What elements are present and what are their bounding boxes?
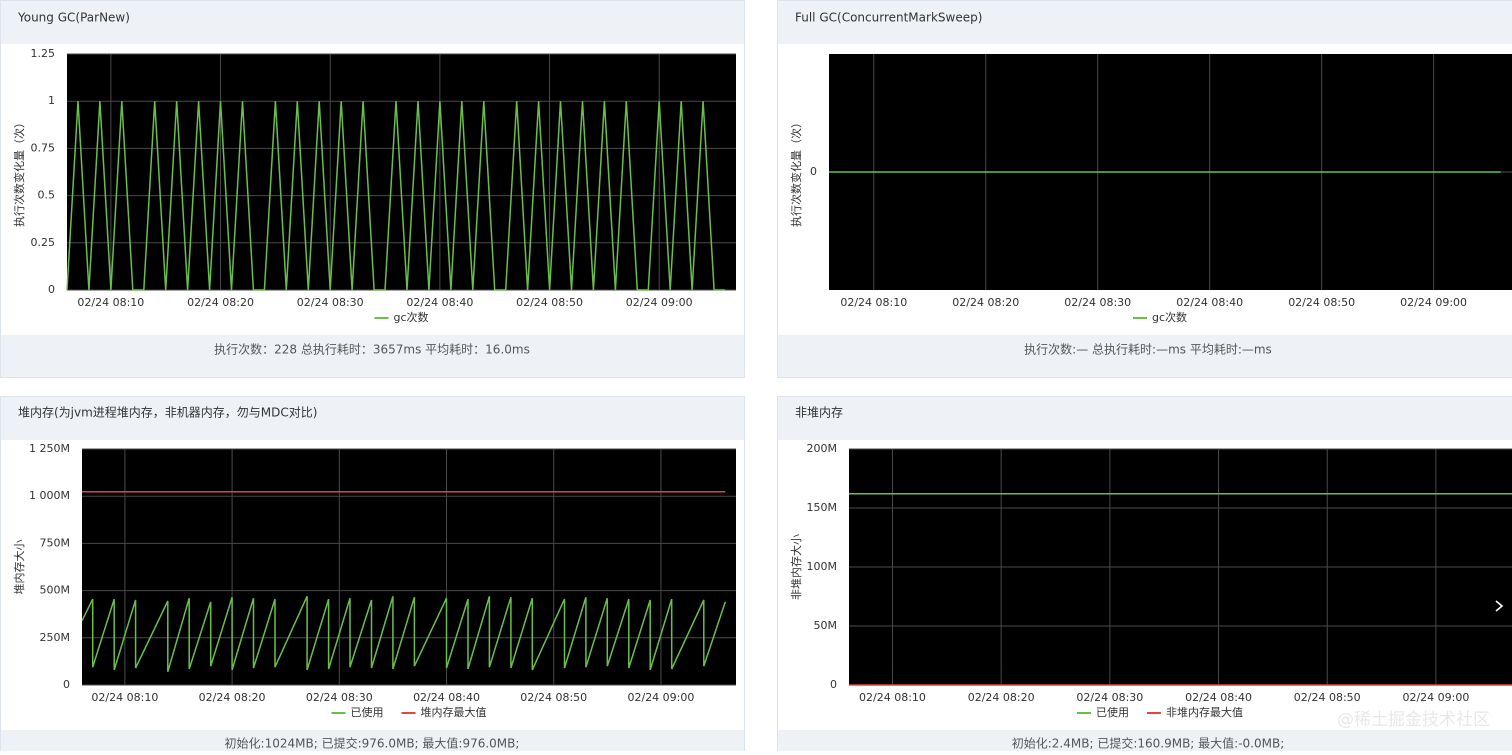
x-tick-label: 02/24 08:10	[840, 296, 907, 309]
watermark: @稀土掘金技术社区	[1337, 710, 1490, 730]
y-tick-label: 0	[830, 678, 837, 691]
y-axis-label: 执行次数变化量（次）	[12, 117, 26, 227]
y-tick-label: 1	[48, 94, 55, 107]
legend-label: 已使用	[351, 706, 384, 719]
x-tick-label: 02/24 08:20	[199, 691, 266, 704]
y-tick-label: 0	[48, 283, 55, 296]
legend-label: 已使用	[1096, 706, 1129, 719]
panel-title: 堆内存(为jvm进程堆内存，非机器内存，勿与MDC对比)	[18, 405, 317, 420]
y-tick-label: 500M	[40, 584, 71, 597]
y-tick-label: 100M	[807, 560, 838, 573]
y-tick-label: 250M	[40, 631, 71, 644]
x-tick-label: 02/24 09:00	[627, 691, 694, 704]
x-tick-label: 02/24 08:40	[413, 691, 480, 704]
x-tick-label: 02/24 08:40	[1176, 296, 1243, 309]
x-tick-label: 02/24 08:20	[952, 296, 1019, 309]
x-tick-label: 02/24 08:50	[520, 691, 587, 704]
y-tick-label: 0	[63, 678, 70, 691]
panel-title: Young GC(ParNew)	[17, 11, 130, 25]
x-tick-label: 02/24 09:00	[626, 296, 693, 309]
panel-title: Full GC(ConcurrentMarkSweep)	[795, 11, 982, 25]
legend-label: 堆内存最大值	[421, 705, 487, 719]
x-tick-label: 02/24 08:10	[91, 691, 158, 704]
x-tick-label: 02/24 08:10	[77, 296, 144, 309]
y-tick-label: 750M	[40, 536, 71, 549]
x-tick-label: 02/24 09:00	[1402, 691, 1469, 704]
y-tick-label: 1.25	[31, 47, 56, 60]
y-tick-label: 0.25	[31, 236, 56, 249]
y-tick-label: 50M	[814, 619, 838, 632]
x-tick-label: 02/24 08:30	[306, 691, 373, 704]
legend-label: gc次数	[1152, 310, 1187, 324]
y-tick-label: 1 250M	[29, 442, 70, 455]
y-axis-label: 堆内存大小	[12, 540, 26, 595]
panel-footer-text: 初始化:2.4MB; 已提交:160.9MB; 最大值:-0.0MB;	[1012, 736, 1285, 751]
x-tick-label: 02/24 08:50	[1288, 296, 1355, 309]
x-tick-label: 02/24 08:50	[1294, 691, 1361, 704]
x-tick-label: 02/24 08:20	[187, 296, 254, 309]
x-tick-label: 02/24 08:10	[859, 691, 926, 704]
x-tick-label: 02/24 08:50	[516, 296, 583, 309]
panel-footer-text: 执行次数:— 总执行耗时:—ms 平均耗时:—ms	[1024, 342, 1272, 357]
x-tick-label: 02/24 08:30	[1064, 296, 1131, 309]
plot-area	[82, 449, 736, 685]
y-tick-label: 0.75	[31, 141, 56, 154]
y-tick-label: 1 000M	[29, 489, 70, 502]
panel-header	[778, 397, 1512, 440]
panel-footer-text: 执行次数：228 总执行耗时：3657ms 平均耗时：16.0ms	[214, 342, 530, 357]
y-tick-label: 0.5	[38, 189, 56, 202]
x-tick-label: 02/24 09:00	[1400, 296, 1467, 309]
y-tick-label: 150M	[807, 501, 838, 514]
panel-footer-text: 初始化:1024MB; 已提交:976.0MB; 最大值:976.0MB;	[225, 736, 520, 751]
x-tick-label: 02/24 08:40	[406, 296, 473, 309]
y-axis-label: 执行次数变化量（次）	[789, 117, 803, 227]
x-tick-label: 02/24 08:30	[297, 296, 364, 309]
legend-label: 非堆内存最大值	[1166, 705, 1243, 719]
x-tick-label: 02/24 08:20	[968, 691, 1035, 704]
panel-title: 非堆内存	[795, 406, 843, 420]
legend-label: gc次数	[393, 310, 428, 324]
y-tick-label: 200M	[807, 442, 838, 455]
x-tick-label: 02/24 08:40	[1185, 691, 1252, 704]
x-tick-label: 02/24 08:30	[1076, 691, 1143, 704]
y-tick-label: 0	[810, 165, 817, 178]
charts: 0 0.25 0.5 0.75 1 1.25 02/24 08:10 02/24 08:20 0…	[12, 47, 1512, 719]
y-axis-label: 非堆内存大小	[789, 534, 803, 600]
